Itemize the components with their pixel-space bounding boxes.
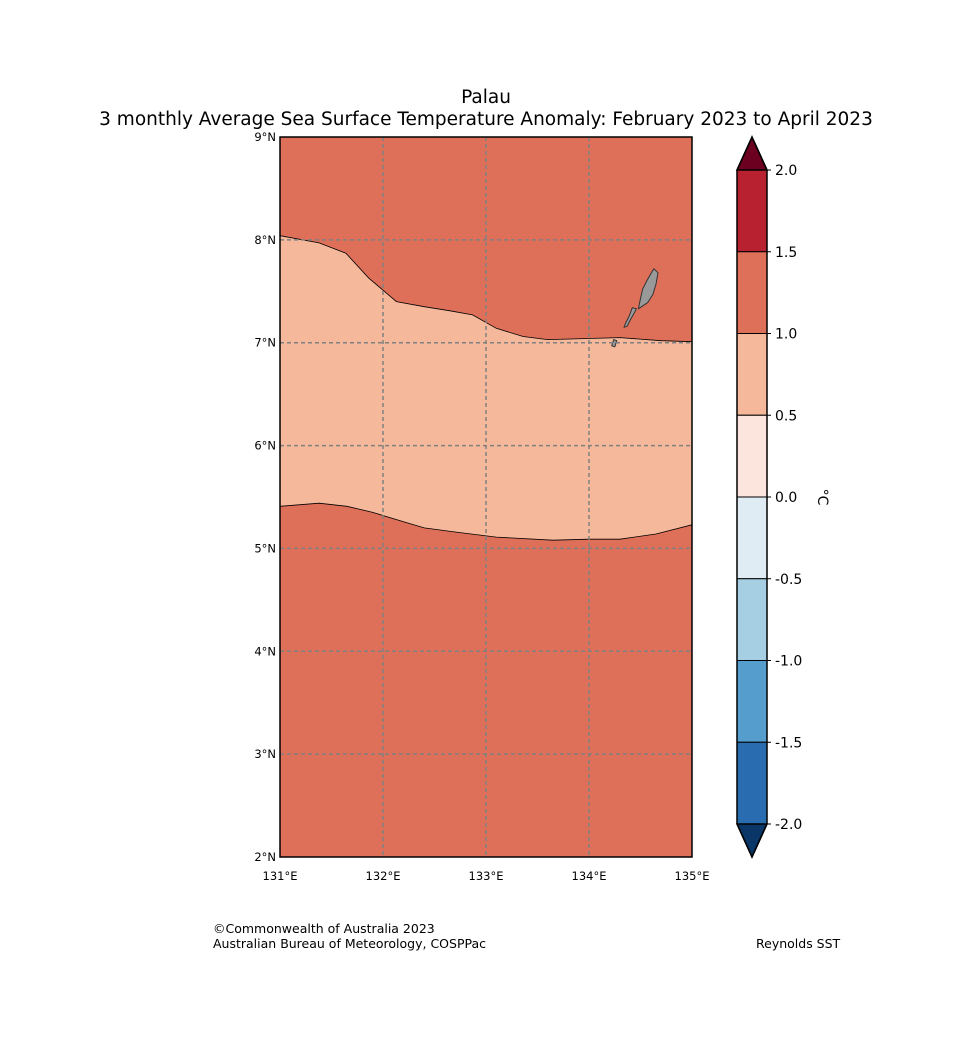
copyright-text: ©Commonwealth of Australia 2023 xyxy=(213,921,435,936)
contour-line xyxy=(280,502,692,541)
lon-tick-label: 132°E xyxy=(366,869,401,883)
lat-tick-label: 8°N xyxy=(254,233,276,247)
lat-tick-label: 4°N xyxy=(254,644,276,658)
data-source-text: Reynolds SST xyxy=(756,936,841,951)
colorbar-unit-label: °C xyxy=(814,489,830,506)
colorbar-under-arrow xyxy=(735,823,769,859)
map-subtitle: 3 monthly Average Sea Surface Temperatur… xyxy=(99,109,873,130)
agency-text: Australian Bureau of Meteorology, COSPPa… xyxy=(213,936,486,951)
lat-tick-label: 3°N xyxy=(254,747,276,761)
island-peleliu xyxy=(611,339,618,348)
anomaly-band-0.5to1.0 xyxy=(280,235,692,541)
colorbar-tick-label: 1.5 xyxy=(775,245,797,261)
map-area: 131°E 132°E 133°E 134°E 135°E 9°N 8°N 7°N 6°N 5°N… xyxy=(254,130,709,883)
map-title: Palau xyxy=(461,87,511,108)
colorbar-bin xyxy=(736,251,768,334)
lat-tick-label: 2°N xyxy=(254,850,276,864)
colorbar-bin xyxy=(736,578,768,661)
lat-tick-label: 9°N xyxy=(254,130,276,144)
colorbar-tick-label: -2.0 xyxy=(775,817,802,833)
colorbar-bin xyxy=(736,660,768,743)
colorbar-bin xyxy=(736,741,768,825)
lat-tick-label: 5°N xyxy=(254,541,276,555)
colorbar-bin xyxy=(736,414,768,498)
colorbar-tick-label: -1.5 xyxy=(775,735,802,751)
lat-tick-label: 7°N xyxy=(254,336,276,350)
colorbar-tick-label: 1.0 xyxy=(775,327,797,343)
colorbar-bin xyxy=(736,169,768,253)
colorbar-tick-label: -1.0 xyxy=(775,654,802,670)
colorbar-bin xyxy=(736,496,768,580)
lat-tick-label: 6°N xyxy=(254,439,276,453)
colorbar-bin xyxy=(736,333,768,416)
colorbar-tick-label: 2.0 xyxy=(775,163,797,179)
colorbar: 2.0 1.5 1.0 0.5 0.0 -0.5 -1.0 -1.5 -2.0 °C xyxy=(735,135,830,859)
island-babeldaob xyxy=(637,268,659,310)
lon-tick-label: 135°E xyxy=(675,869,710,883)
island-koror-rock-islands xyxy=(623,307,637,328)
colorbar-tick-label: 0.0 xyxy=(775,490,797,506)
colorbar-tick-label: 0.5 xyxy=(775,408,797,424)
lon-tick-label: 133°E xyxy=(469,869,504,883)
lon-tick-label: 131°E xyxy=(263,869,298,883)
colorbar-over-arrow xyxy=(735,135,769,171)
map-frame xyxy=(279,136,693,858)
colorbar-tick-label: -0.5 xyxy=(775,572,802,588)
lon-tick-label: 134°E xyxy=(572,869,607,883)
contour-line xyxy=(280,235,692,343)
